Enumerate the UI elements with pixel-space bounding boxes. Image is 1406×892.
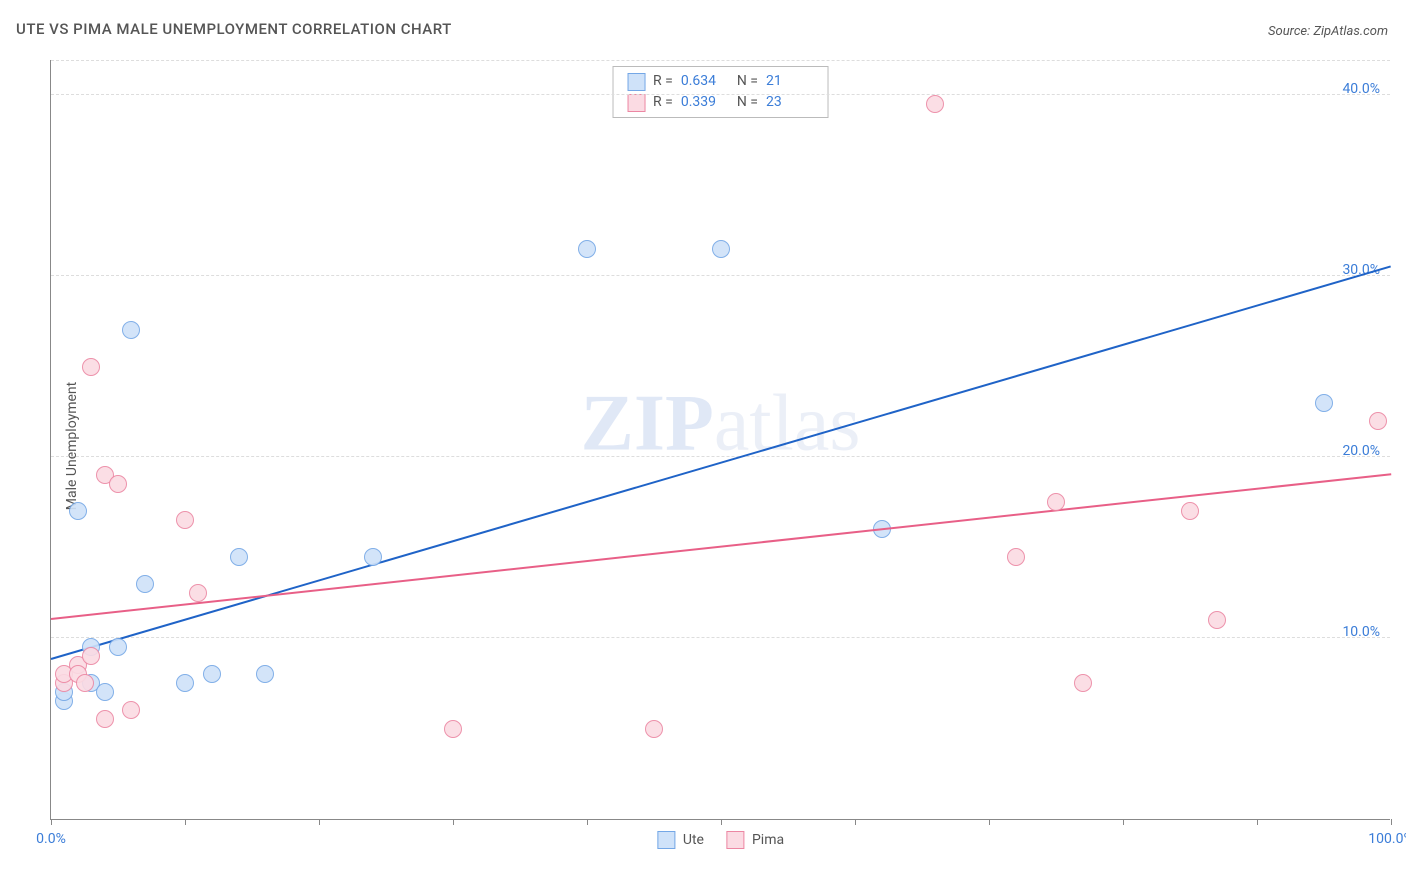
gridline (51, 456, 1390, 457)
x-tick (721, 819, 722, 825)
y-tick-label: 20.0% (1342, 443, 1380, 459)
data-point (96, 683, 114, 701)
data-point (1369, 412, 1387, 430)
x-tick (1123, 819, 1124, 825)
x-tick-label: 100.0% (1368, 831, 1406, 847)
data-point (96, 710, 114, 728)
legend-r-value: 0.634 (681, 71, 729, 92)
gridline (51, 94, 1390, 95)
legend-swatch (726, 831, 744, 849)
legend-swatch (627, 73, 645, 91)
data-point (1181, 502, 1199, 520)
trend-line (51, 265, 1392, 660)
data-point (122, 701, 140, 719)
x-tick (587, 819, 588, 825)
legend-n-value: 21 (766, 71, 814, 92)
watermark-zip: ZIP (581, 380, 714, 468)
data-point (1315, 394, 1333, 412)
y-tick-label: 40.0% (1342, 81, 1380, 97)
data-point (189, 584, 207, 602)
legend-series: Ute Pima (657, 831, 784, 849)
data-point (76, 674, 94, 692)
data-point (109, 638, 127, 656)
x-tick (185, 819, 186, 825)
gridline (51, 637, 1390, 638)
legend-r-label: R = (653, 71, 673, 92)
legend-label: Pima (752, 832, 784, 848)
legend-stats: R =0.634N =21R =0.339N =23 (612, 66, 829, 118)
data-point (82, 647, 100, 665)
source-credit: Source: ZipAtlas.com (1268, 24, 1388, 39)
x-tick-label: 0.0% (36, 831, 66, 847)
data-point (82, 358, 100, 376)
x-tick (989, 819, 990, 825)
data-point (926, 95, 944, 113)
data-point (645, 720, 663, 738)
data-point (176, 511, 194, 529)
plot-area: ZIPatlas R =0.634N =21R =0.339N =23 UteP… (50, 60, 1390, 820)
legend-swatch (627, 94, 645, 112)
data-point (364, 548, 382, 566)
data-point (1007, 548, 1025, 566)
gridline (51, 60, 1390, 61)
legend-item: Ute (657, 831, 704, 849)
x-tick (1257, 819, 1258, 825)
chart-title: UTE VS PIMA MALE UNEMPLOYMENT CORRELATIO… (16, 20, 452, 38)
data-point (203, 665, 221, 683)
data-point (122, 321, 140, 339)
watermark-atlas: atlas (714, 380, 861, 468)
legend-item: Pima (726, 831, 784, 849)
data-point (109, 475, 127, 493)
legend-label: Ute (683, 832, 704, 848)
data-point (1208, 611, 1226, 629)
source-label: Source: (1268, 24, 1310, 39)
source-name: ZipAtlas.com (1313, 24, 1388, 39)
data-point (69, 502, 87, 520)
x-tick (319, 819, 320, 825)
data-point (578, 240, 596, 258)
legend-stat-row: R = 0.634 N = 21 (627, 71, 814, 92)
legend-swatch (657, 831, 675, 849)
trend-line (51, 473, 1391, 620)
data-point (136, 575, 154, 593)
y-tick-label: 10.0% (1342, 624, 1380, 640)
data-point (176, 674, 194, 692)
data-point (256, 665, 274, 683)
x-tick (855, 819, 856, 825)
gridline (51, 275, 1390, 276)
x-tick (453, 819, 454, 825)
x-tick (1391, 819, 1392, 825)
data-point (444, 720, 462, 738)
data-point (1074, 674, 1092, 692)
data-point (230, 548, 248, 566)
data-point (712, 240, 730, 258)
data-point (1047, 493, 1065, 511)
x-tick (51, 819, 52, 825)
legend-n-label: N = (737, 71, 758, 92)
